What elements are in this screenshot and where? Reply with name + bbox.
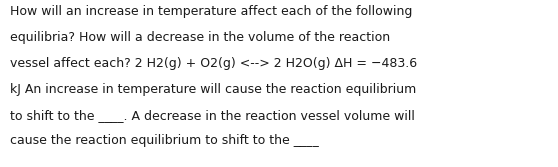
Text: kJ An increase in temperature will cause the reaction equilibrium: kJ An increase in temperature will cause… <box>10 83 416 96</box>
Text: vessel affect each? 2 H2(g) + O2(g) <--> 2 H2O(g) ΔH = −483.6: vessel affect each? 2 H2(g) + O2(g) <-->… <box>10 57 417 70</box>
Text: to shift to the ____. A decrease in the reaction vessel volume will: to shift to the ____. A decrease in the … <box>10 109 415 122</box>
Text: cause the reaction equilibrium to shift to the ____: cause the reaction equilibrium to shift … <box>10 134 319 147</box>
Text: equilibria? How will a decrease in the volume of the reaction: equilibria? How will a decrease in the v… <box>10 31 390 44</box>
Text: How will an increase in temperature affect each of the following: How will an increase in temperature affe… <box>10 5 412 18</box>
